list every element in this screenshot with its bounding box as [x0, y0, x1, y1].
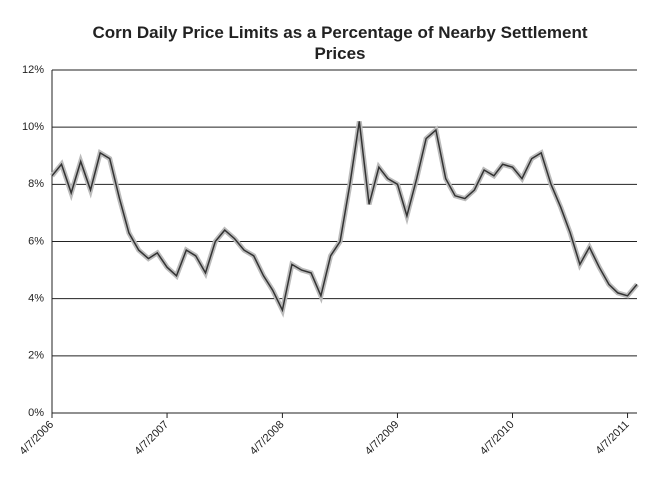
- y-tick-label: 4%: [28, 293, 44, 305]
- y-tick-label: 2%: [28, 350, 44, 362]
- y-tick-label: 10%: [22, 121, 44, 133]
- x-tick-label: 4/7/2007: [132, 419, 171, 458]
- y-tick-label: 12%: [22, 64, 44, 76]
- x-tick-label: 4/7/2008: [248, 419, 287, 458]
- x-tick-label: 4/7/2011: [594, 419, 632, 457]
- x-tick-label: 4/7/2010: [478, 419, 517, 458]
- y-tick-label: 6%: [28, 235, 44, 247]
- line: [51, 121, 638, 313]
- x-tick-label: 4/7/2009: [363, 419, 402, 458]
- y-tick-label: 8%: [28, 178, 44, 190]
- y-tick-label: 0%: [28, 407, 44, 419]
- chart-title: Corn Daily Price Limits as a Percentage …: [92, 23, 588, 63]
- x-tick-label: 4/7/2006: [17, 419, 56, 458]
